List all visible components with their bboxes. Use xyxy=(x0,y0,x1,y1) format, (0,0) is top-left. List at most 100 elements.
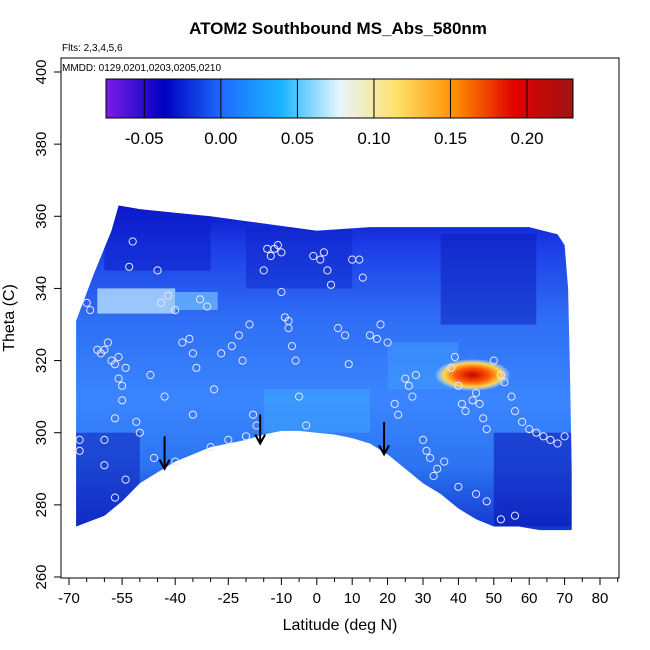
observation-point xyxy=(489,356,498,365)
arrow xyxy=(158,436,171,471)
heatmap-band xyxy=(493,432,572,527)
observation-point xyxy=(376,320,385,329)
observation-point xyxy=(323,266,332,275)
observation-point xyxy=(479,414,488,423)
x-tick-label: 60 xyxy=(521,590,538,607)
observation-point xyxy=(75,435,84,444)
x-tick-label: 0 xyxy=(313,590,321,607)
heatmap-band xyxy=(263,389,370,433)
observation-point xyxy=(496,515,505,524)
observation-point xyxy=(302,421,311,430)
colorbar-tick-label: -0.05 xyxy=(125,129,164,148)
observation-point xyxy=(411,370,420,380)
observation-point xyxy=(171,306,180,315)
y-tick-label: 380 xyxy=(33,132,50,157)
colorbar-tick-label: 0.20 xyxy=(511,129,544,148)
observation-point xyxy=(510,407,520,416)
observation-point xyxy=(110,360,120,369)
observation-point xyxy=(266,251,275,261)
x-tick-label: 40 xyxy=(450,590,467,607)
x-tick-label: 70 xyxy=(556,590,573,607)
observation-point xyxy=(560,432,569,441)
observation-point xyxy=(277,248,286,257)
observation-point xyxy=(553,439,562,448)
y-tick-label: 300 xyxy=(33,420,50,445)
observation-point xyxy=(319,248,328,257)
heatmap-band xyxy=(76,432,140,527)
observation-point xyxy=(525,425,534,434)
observation-point xyxy=(358,273,367,282)
colorbar-tick-label: 0.15 xyxy=(434,129,467,148)
observation-point xyxy=(164,291,173,300)
observation-point xyxy=(273,241,282,250)
y-tick-label: 400 xyxy=(33,59,50,84)
observation-point xyxy=(100,345,109,354)
observation-point xyxy=(234,331,243,340)
observation-point xyxy=(238,356,247,365)
observation-point xyxy=(401,374,410,383)
observation-point xyxy=(447,363,456,372)
observation-point xyxy=(482,425,491,434)
observation-point xyxy=(171,457,180,466)
colorbar-tick-label: 0.05 xyxy=(281,129,314,148)
observation-point xyxy=(468,396,477,405)
observation-point xyxy=(433,464,442,473)
observation-point xyxy=(277,287,286,297)
observation-point xyxy=(121,475,130,484)
observation-point xyxy=(440,457,449,466)
observation-point xyxy=(287,342,297,351)
observation-point xyxy=(224,435,233,444)
heatmap-band xyxy=(97,288,176,314)
dates-note: MMDD: 0129,0201,0203,0205,0210 xyxy=(62,63,221,74)
observation-point xyxy=(316,255,325,264)
observation-point xyxy=(383,338,392,347)
y-tick-label: 360 xyxy=(33,204,50,229)
colorbar-swatch xyxy=(105,78,574,119)
observation-point xyxy=(249,410,258,419)
observation-point xyxy=(326,280,336,289)
x-tick-label: -10 xyxy=(271,590,293,607)
observation-point xyxy=(422,446,431,455)
observation-point xyxy=(472,388,481,398)
observation-point xyxy=(195,295,205,304)
observation-point xyxy=(227,342,236,351)
y-tick-label: 260 xyxy=(33,564,50,589)
observation-point xyxy=(241,432,251,441)
x-tick-label: -40 xyxy=(164,590,186,607)
observation-point xyxy=(507,392,516,401)
observation-point xyxy=(114,352,123,362)
observation-point xyxy=(404,381,413,390)
observation-point xyxy=(149,453,159,463)
observation-point xyxy=(457,399,466,408)
heatmap-band xyxy=(246,227,353,289)
heatmap-band xyxy=(440,234,537,325)
observation-point xyxy=(110,493,120,502)
observation-point xyxy=(390,399,399,408)
observation-point xyxy=(546,435,555,444)
observation-point xyxy=(333,324,343,333)
observation-point xyxy=(500,378,509,387)
observation-point xyxy=(125,262,134,271)
observation-point xyxy=(146,370,155,380)
observation-point xyxy=(284,324,293,333)
observation-point xyxy=(510,511,520,520)
observation-point xyxy=(206,443,215,452)
observation-point xyxy=(355,255,364,264)
observation-point xyxy=(532,428,541,437)
heatmap-hotspot xyxy=(434,359,511,391)
observation-point xyxy=(454,381,463,390)
observation-point xyxy=(394,410,403,419)
colorbar-tick-label: 0.10 xyxy=(357,129,390,148)
colorbar: -0.05 0.00 0.05 0.10 0.15 0.20 xyxy=(105,78,574,148)
observation-point xyxy=(118,381,127,390)
heatmap-bands xyxy=(76,216,572,527)
observation-point xyxy=(210,385,219,394)
observation-point xyxy=(192,363,201,372)
x-tick-label: 80 xyxy=(592,590,609,607)
observation-point xyxy=(291,356,300,365)
observation-point xyxy=(259,266,268,275)
heatmap-structure xyxy=(76,216,572,527)
y-tick-label: 320 xyxy=(33,348,50,373)
observation-point xyxy=(121,363,130,372)
